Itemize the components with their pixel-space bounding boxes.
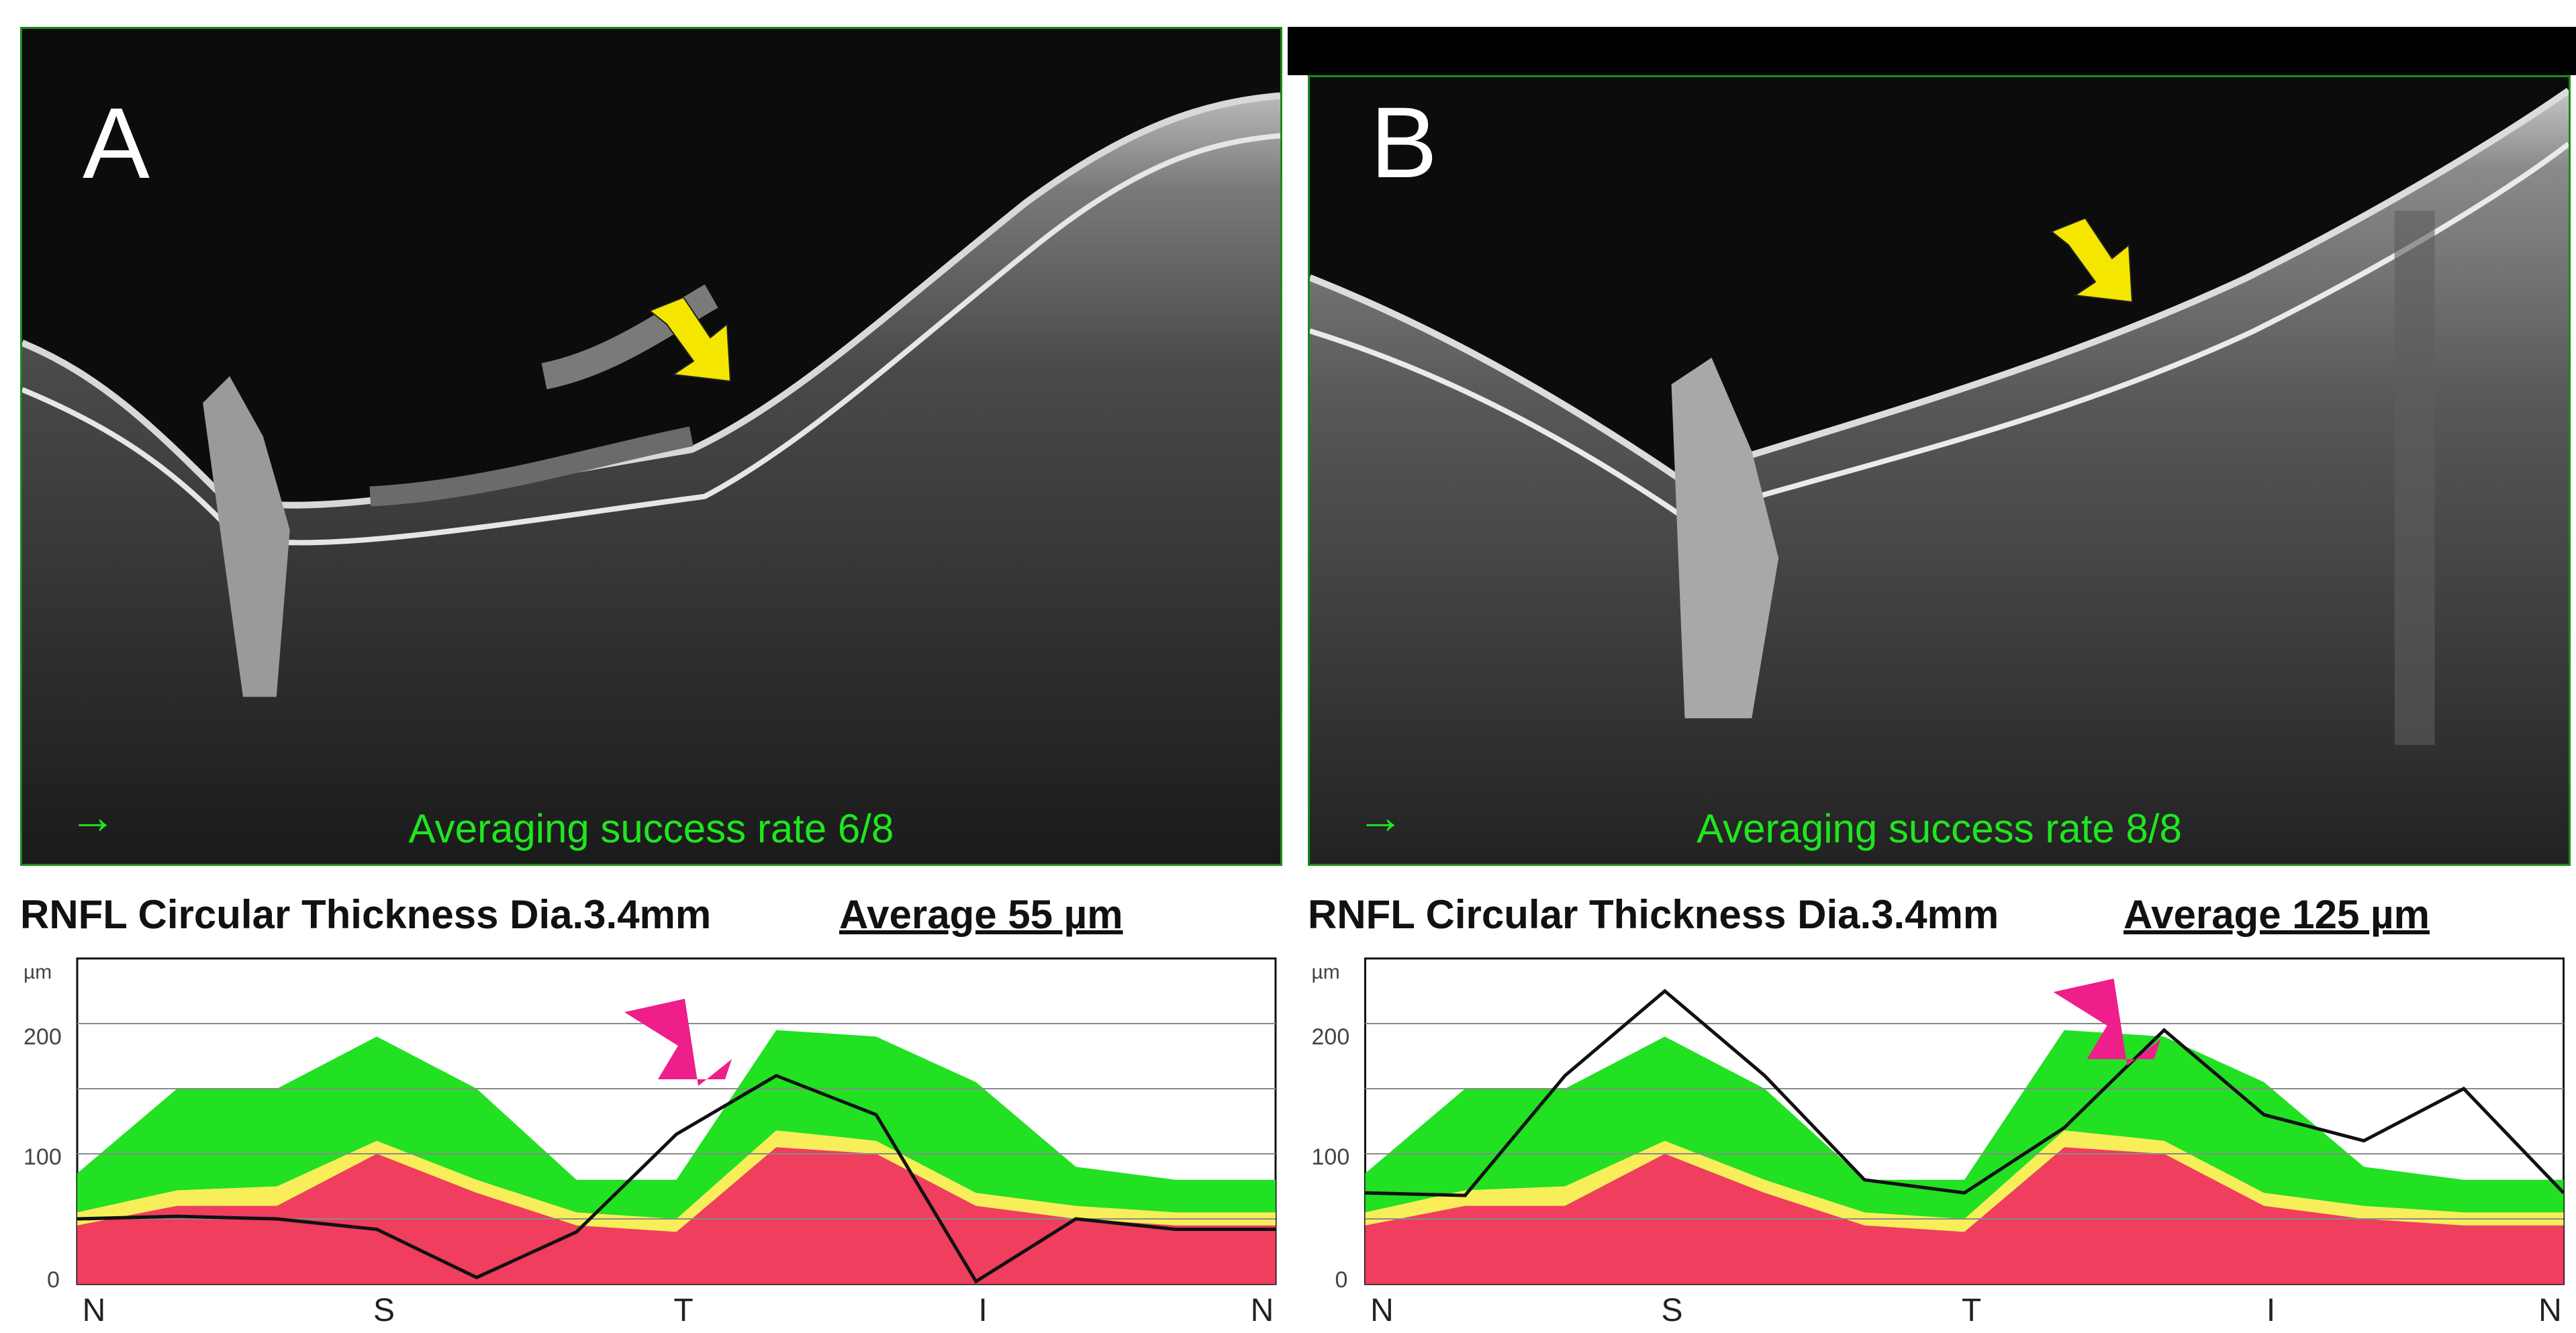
x-label-n-end: N xyxy=(2538,1293,2562,1328)
yellow-arrow-icon xyxy=(2050,218,2134,303)
y-tick-label: 0 xyxy=(1335,1267,1348,1293)
yellow-arrow-icon xyxy=(649,297,732,383)
panel-b: B → Averaging success rate 8/8 RNFL Circ… xyxy=(1288,0,2576,1333)
abnormal-band xyxy=(77,1147,1276,1284)
oct-scan-drawing-a xyxy=(22,29,1280,864)
rnfl-title: RNFL Circular Thickness Dia.3.4mm xyxy=(20,892,712,937)
x-label-t: T xyxy=(673,1293,693,1328)
y-unit-label: µm xyxy=(1312,961,1340,983)
abnormal-band xyxy=(1365,1147,2564,1284)
green-arrow-icon: → xyxy=(1357,791,1404,843)
top-black-bar xyxy=(1288,27,2576,75)
rnfl-average: Average 125 µm xyxy=(2124,892,2430,937)
rnfl-chart-b: µm 200 100 0 N S T I N xyxy=(1308,945,2571,1333)
rnfl-average: Average 55 µm xyxy=(839,892,1123,937)
y-tick-label: 200 xyxy=(1312,1024,1350,1050)
averaging-success-rate: Averaging success rate 6/8 xyxy=(408,806,894,851)
panel-letter-b: B xyxy=(1370,86,1438,199)
x-label-n: N xyxy=(1370,1293,1394,1328)
panel-letter-a: A xyxy=(83,87,150,199)
measured-thickness-line xyxy=(77,1073,1276,1284)
oct-scan-image-a: A → Averaging success rate 6/8 xyxy=(20,27,1282,866)
magenta-arrow-icon xyxy=(624,999,732,1086)
x-label-n: N xyxy=(83,1293,106,1328)
y-unit-label: µm xyxy=(23,961,52,983)
y-tick-label: 200 xyxy=(23,1024,62,1050)
x-label-s: S xyxy=(1661,1293,1682,1328)
x-label-i: I xyxy=(978,1293,987,1328)
rnfl-title-row: RNFL Circular Thickness Dia.3.4mm Averag… xyxy=(20,885,1282,945)
magenta-arrow-icon xyxy=(2053,979,2161,1066)
x-label-s: S xyxy=(373,1293,395,1328)
panel-a: A → Averaging success rate 6/8 RNFL Circ… xyxy=(20,27,1282,1333)
y-tick-label: 100 xyxy=(1312,1144,1350,1170)
rnfl-title-row: RNFL Circular Thickness Dia.3.4mm Averag… xyxy=(1308,885,2571,945)
oct-scan-image-b: B → Averaging success rate 8/8 xyxy=(1308,75,2571,866)
x-label-t: T xyxy=(1962,1293,1981,1328)
oct-scan-drawing-b xyxy=(1310,77,2569,864)
x-label-i: I xyxy=(2267,1293,2275,1328)
rnfl-chart-svg-b: µm 200 100 0 N S T I N xyxy=(1312,957,2565,1328)
measured-thickness-line xyxy=(1365,989,2565,1197)
rnfl-chart-svg-a: µm 200 100 0 N S T I N xyxy=(23,957,1277,1328)
rnfl-chart-a: µm 200 100 0 N S T I N xyxy=(20,945,1282,1333)
y-tick-label: 100 xyxy=(23,1144,62,1170)
x-label-n-end: N xyxy=(1251,1293,1274,1328)
averaging-success-rate: Averaging success rate 8/8 xyxy=(1697,806,2182,851)
green-arrow-icon: → xyxy=(69,791,116,843)
y-tick-label: 0 xyxy=(47,1267,60,1293)
rnfl-title: RNFL Circular Thickness Dia.3.4mm xyxy=(1308,892,1999,937)
